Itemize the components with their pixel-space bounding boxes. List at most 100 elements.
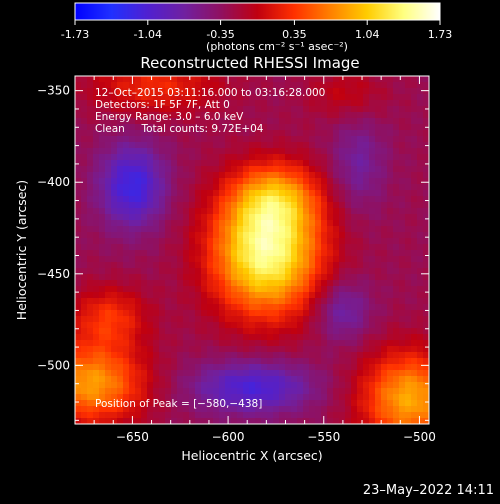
heatmap-cell <box>225 106 232 113</box>
heatmap-cell <box>261 328 268 335</box>
heatmap-cell <box>327 184 334 191</box>
heatmap-cell <box>267 250 274 257</box>
heatmap-cell <box>411 172 418 179</box>
heatmap-cell <box>213 328 220 335</box>
heatmap-cell <box>105 406 112 413</box>
heatmap-cell <box>147 100 154 107</box>
heatmap-cell <box>387 124 394 131</box>
heatmap-cell <box>273 160 280 167</box>
heatmap-cell <box>345 376 352 383</box>
heatmap-cell <box>117 244 124 251</box>
heatmap-cell <box>411 238 418 245</box>
heatmap-cell <box>213 196 220 203</box>
heatmap-cell <box>309 256 316 263</box>
heatmap-cell <box>135 316 142 323</box>
heatmap-cell <box>273 250 280 257</box>
heatmap-cell <box>261 220 268 227</box>
heatmap-cell <box>177 220 184 227</box>
heatmap-cell <box>219 352 226 359</box>
heatmap-cell <box>297 118 304 125</box>
heatmap-cell <box>297 304 304 311</box>
heatmap-cell <box>219 172 226 179</box>
heatmap-cell <box>321 106 328 113</box>
heatmap-cell <box>183 94 190 101</box>
heatmap-cell <box>381 298 388 305</box>
heatmap-cell <box>249 184 256 191</box>
heatmap-cell <box>111 322 118 329</box>
heatmap-cell <box>303 76 310 83</box>
heatmap-cell <box>381 226 388 233</box>
heatmap-cell <box>159 340 166 347</box>
heatmap-cell <box>303 226 310 233</box>
heatmap-cell <box>135 112 142 119</box>
heatmap-cell <box>315 142 322 149</box>
heatmap-cell <box>147 76 154 83</box>
heatmap-cell <box>111 154 118 161</box>
heatmap-cell <box>231 310 238 317</box>
heatmap-cell <box>87 298 94 305</box>
heatmap-cell <box>393 280 400 287</box>
heatmap-cell <box>417 358 424 365</box>
heatmap-cell <box>261 292 268 299</box>
heatmap-cell <box>393 256 400 263</box>
heatmap-cell <box>165 148 172 155</box>
heatmap-cell <box>339 106 346 113</box>
heatmap-cell <box>393 346 400 353</box>
heatmap-cell <box>99 172 106 179</box>
heatmap-cell <box>141 106 148 113</box>
heatmap-cell <box>261 274 268 281</box>
heatmap-cell <box>159 370 166 377</box>
x-tick-label: −500 <box>403 430 436 444</box>
heatmap-cell <box>345 226 352 233</box>
heatmap-cell <box>273 148 280 155</box>
heatmap-cell <box>291 400 298 407</box>
heatmap-cell <box>249 76 256 83</box>
heatmap-cell <box>309 352 316 359</box>
heatmap-cell <box>345 292 352 299</box>
heatmap-cell <box>105 388 112 395</box>
heatmap-cell <box>123 184 130 191</box>
heatmap-cell <box>111 142 118 149</box>
heatmap-cell <box>99 400 106 407</box>
heatmap-cell <box>87 262 94 269</box>
heatmap-cell <box>141 208 148 215</box>
heatmap-cell <box>375 196 382 203</box>
heatmap-cell <box>171 178 178 185</box>
heatmap-cell <box>297 286 304 293</box>
heatmap-cell <box>219 418 226 425</box>
heatmap-cell <box>309 94 316 101</box>
heatmap-cell <box>381 322 388 329</box>
heatmap-cell <box>207 322 214 329</box>
heatmap-cell <box>87 412 94 419</box>
heatmap-cell <box>87 112 94 119</box>
heatmap-cell <box>111 124 118 131</box>
heatmap-cell <box>405 112 412 119</box>
heatmap-cell <box>177 274 184 281</box>
heatmap-cell <box>333 304 340 311</box>
heatmap-cell <box>273 370 280 377</box>
time-range-text: 12–Oct–2015 03:11:16.000 to 03:16:28.000 <box>95 87 325 99</box>
heatmap-cell <box>225 208 232 215</box>
heatmap-cell <box>141 100 148 107</box>
heatmap-cell <box>423 232 430 239</box>
heatmap-cell <box>357 376 364 383</box>
heatmap-cell <box>111 268 118 275</box>
heatmap-cell <box>153 124 160 131</box>
heatmap-cell <box>411 364 418 371</box>
heatmap-cell <box>291 388 298 395</box>
heatmap-cell <box>399 244 406 251</box>
heatmap-cell <box>321 148 328 155</box>
heatmap-cell <box>243 322 250 329</box>
heatmap-cell <box>99 208 106 215</box>
heatmap-cell <box>165 364 172 371</box>
heatmap-cell <box>303 184 310 191</box>
heatmap-cell <box>417 256 424 263</box>
heatmap-cell <box>123 400 130 407</box>
heatmap-cell <box>117 190 124 197</box>
heatmap-cell <box>417 352 424 359</box>
heatmap-cell <box>81 364 88 371</box>
heatmap-cell <box>255 310 262 317</box>
heatmap-cell <box>165 76 172 83</box>
heatmap-cell <box>105 214 112 221</box>
heatmap-cell <box>213 166 220 173</box>
